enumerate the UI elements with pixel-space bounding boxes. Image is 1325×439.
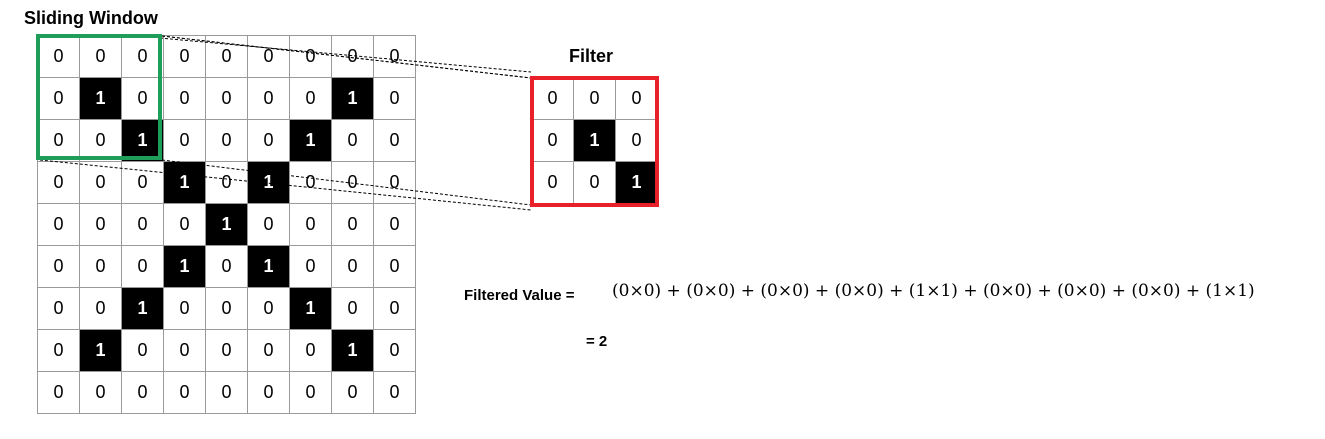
input-grid-cell: 1 [164,246,206,288]
input-grid-cell: 1 [164,162,206,204]
connector-bottom-line [39,159,532,211]
input-grid-cell: 0 [332,204,374,246]
input-grid-cell: 0 [374,330,416,372]
input-grid-cell: 0 [290,36,332,78]
input-grid-cell: 0 [122,78,164,120]
input-grid-cell: 0 [374,246,416,288]
input-grid-cell: 0 [38,288,80,330]
connector-top-left-line [159,37,532,73]
input-grid-cell: 0 [122,162,164,204]
input-grid-cell: 1 [332,78,374,120]
input-grid-cell: 0 [80,246,122,288]
filter-grid-cell: 0 [532,120,574,162]
input-grid-cell: 0 [374,78,416,120]
filter-grid-cell: 0 [616,120,658,162]
input-grid-cell: 0 [290,162,332,204]
input-grid-cell: 0 [80,162,122,204]
input-grid-cell: 0 [206,78,248,120]
connector-bottom-right-line [161,159,532,206]
input-grid-cell: 0 [248,120,290,162]
input-grid-cell: 0 [38,36,80,78]
input-grid-cell: 0 [164,36,206,78]
filter-highlight [530,76,659,207]
input-grid-cell: 0 [206,288,248,330]
input-grid-cell: 1 [290,288,332,330]
input-grid-cell: 0 [248,288,290,330]
input-grid-cell: 1 [122,120,164,162]
filter-grid-cell: 0 [574,78,616,120]
input-grid-cell: 0 [290,78,332,120]
input-grid-cell: 0 [332,162,374,204]
filtered-result: = 2 [586,333,608,350]
input-grid-cell: 0 [164,288,206,330]
input-grid-cell: 0 [374,204,416,246]
input-grid-cell: 0 [80,288,122,330]
input-grid-cell: 0 [374,372,416,414]
filter-title: Filter [569,46,614,66]
filter-grid-cell: 1 [574,120,616,162]
input-grid-cell: 0 [80,372,122,414]
sliding-window-title: Sliding Window [24,8,158,28]
sliding-window-highlight [36,34,162,160]
input-grid-cell: 0 [332,120,374,162]
input-grid-cell: 0 [164,372,206,414]
input-grid-cell: 0 [122,372,164,414]
input-grid-cell: 0 [38,78,80,120]
connector-top-edge-line [161,35,532,79]
input-grid-cell: 0 [206,372,248,414]
input-grid-cell: 0 [80,204,122,246]
input-grid-cell: 0 [248,330,290,372]
input-grid-cell: 0 [290,330,332,372]
input-grid-cell: 1 [80,330,122,372]
input-grid-cell: 1 [332,330,374,372]
input-grid-cell: 0 [38,372,80,414]
input-grid-cell: 0 [38,246,80,288]
filter-equation: (0×0) + (0×0) + (0×0) + (0×0) + (1×1) + … [612,281,1255,301]
input-grid-cell: 0 [332,372,374,414]
input-grid-cell: 0 [248,372,290,414]
input-grid-cell: 0 [206,162,248,204]
input-grid-cell: 1 [206,204,248,246]
input-grid-cell: 0 [248,204,290,246]
input-grid-cell: 0 [290,246,332,288]
input-grid-cell: 0 [248,36,290,78]
filter-grid-cell: 0 [532,78,574,120]
input-grid-cell: 0 [206,330,248,372]
input-grid-cell: 0 [206,246,248,288]
input-grid-cell: 1 [122,288,164,330]
input-grid-cell: 0 [80,36,122,78]
input-grid-cell: 0 [122,246,164,288]
input-grid-cell: 1 [80,78,122,120]
input-grid-cell: 0 [332,288,374,330]
input-grid-cell: 0 [80,120,122,162]
input-grid-cell: 0 [38,162,80,204]
input-grid-cell: 0 [164,330,206,372]
input-grid-cell: 0 [374,162,416,204]
filter-grid-cell: 0 [574,162,616,204]
filter-grid-cell: 0 [616,78,658,120]
input-grid-cell: 0 [290,372,332,414]
input-grid-cell: 0 [374,288,416,330]
input-grid-cell: 0 [122,330,164,372]
input-grid-cell: 0 [122,36,164,78]
input-grid-cell: 0 [38,204,80,246]
input-grid-cell: 0 [164,120,206,162]
input-grid-cell: 0 [38,330,80,372]
input-grid-cell: 0 [374,36,416,78]
input-grid-cell: 0 [38,120,80,162]
input-grid-cell: 0 [206,120,248,162]
input-grid-cell: 0 [164,204,206,246]
input-grid-cell: 0 [374,120,416,162]
input-grid-cell: 1 [290,120,332,162]
input-grid-cell: 0 [164,78,206,120]
input-grid-cell: 1 [248,246,290,288]
input-grid-cell: 0 [332,246,374,288]
input-grid-cell: 0 [290,204,332,246]
filtered-value-label: Filtered Value = [464,287,575,304]
input-grid-cell: 0 [248,78,290,120]
input-grid-cell: 0 [122,204,164,246]
